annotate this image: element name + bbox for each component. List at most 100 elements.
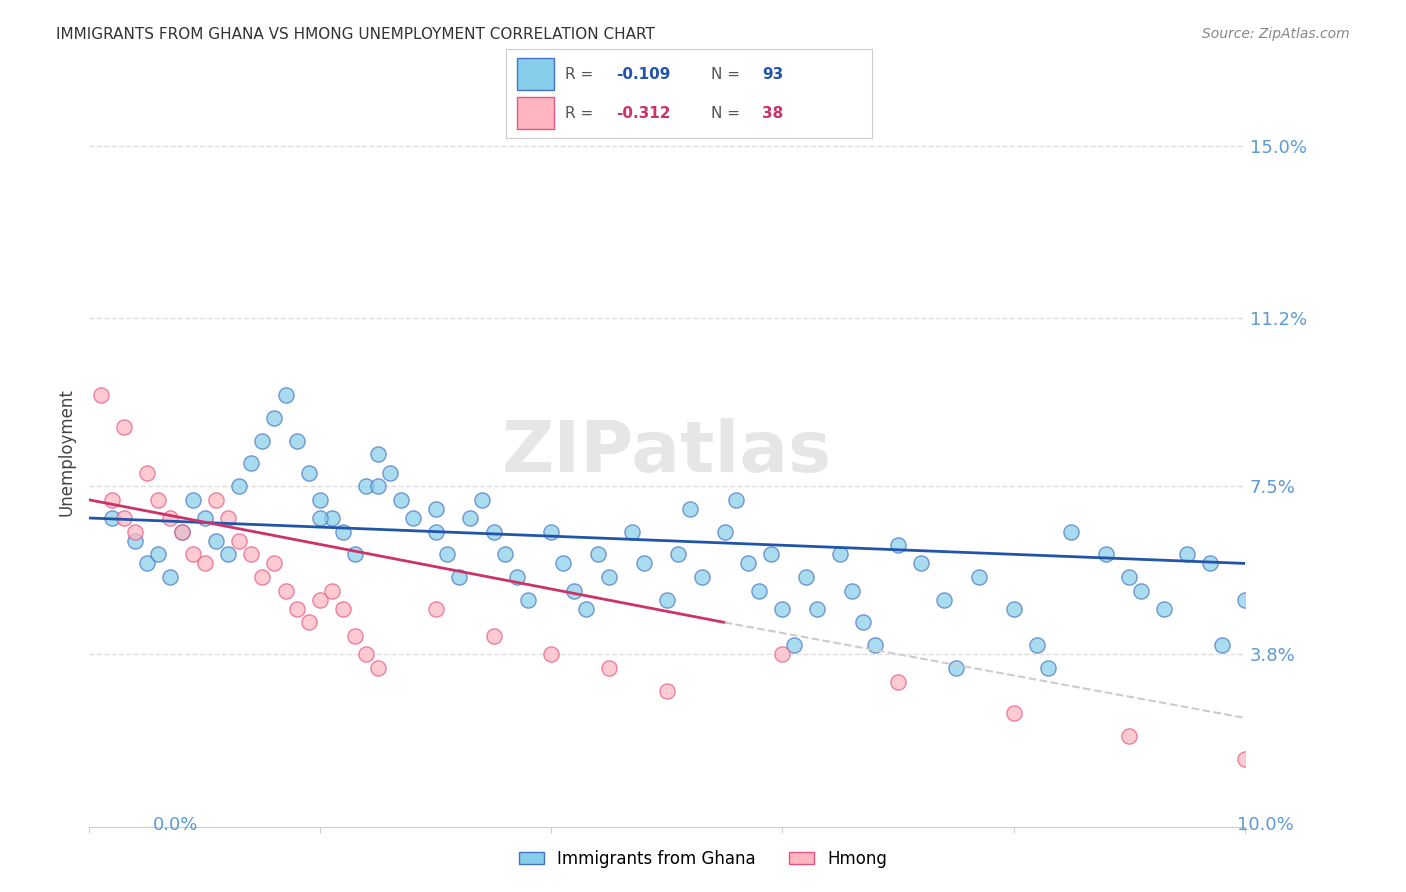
Point	[1118, 570, 1140, 584]
Point	[194, 557, 217, 571]
Point	[1153, 602, 1175, 616]
Text: R =: R =	[565, 67, 598, 81]
Point	[205, 492, 228, 507]
Point	[1025, 638, 1047, 652]
Point	[770, 602, 793, 616]
Point	[112, 420, 135, 434]
Text: -0.312: -0.312	[616, 106, 671, 120]
Point	[285, 434, 308, 448]
Point	[841, 583, 863, 598]
Point	[332, 524, 354, 539]
Point	[1175, 547, 1198, 561]
Point	[205, 533, 228, 548]
Point	[934, 592, 956, 607]
Point	[1129, 583, 1152, 598]
Point	[770, 647, 793, 661]
Point	[124, 524, 146, 539]
Y-axis label: Unemployment: Unemployment	[58, 388, 75, 516]
Point	[367, 661, 389, 675]
Point	[852, 615, 875, 630]
Point	[298, 615, 321, 630]
Point	[285, 602, 308, 616]
Point	[494, 547, 516, 561]
Point	[321, 583, 343, 598]
Point	[482, 524, 505, 539]
Point	[1233, 592, 1256, 607]
Point	[367, 447, 389, 461]
Text: Source: ZipAtlas.com: Source: ZipAtlas.com	[1202, 27, 1350, 41]
Point	[830, 547, 852, 561]
Point	[389, 492, 412, 507]
Point	[482, 629, 505, 643]
Point	[436, 547, 458, 561]
Point	[887, 674, 910, 689]
Point	[713, 524, 735, 539]
Point	[228, 533, 250, 548]
Point	[1257, 647, 1279, 661]
Point	[135, 557, 157, 571]
Point	[332, 602, 354, 616]
Point	[367, 479, 389, 493]
Point	[159, 570, 181, 584]
Text: N =: N =	[711, 106, 745, 120]
Point	[148, 492, 170, 507]
Point	[181, 492, 204, 507]
Point	[540, 647, 562, 661]
Point	[655, 592, 678, 607]
Point	[309, 592, 332, 607]
Point	[124, 533, 146, 548]
Point	[551, 557, 574, 571]
Point	[343, 547, 366, 561]
Point	[425, 502, 447, 516]
Point	[309, 511, 332, 525]
Point	[598, 661, 620, 675]
Point	[1211, 638, 1233, 652]
Point	[1303, 557, 1326, 571]
Text: 0.0%: 0.0%	[153, 816, 198, 834]
Point	[252, 434, 274, 448]
Point	[298, 466, 321, 480]
Point	[621, 524, 644, 539]
Point	[148, 547, 170, 561]
Point	[517, 592, 540, 607]
Point	[679, 502, 702, 516]
Point	[668, 547, 690, 561]
Point	[252, 570, 274, 584]
Text: 93: 93	[762, 67, 783, 81]
Point	[1326, 547, 1348, 561]
Point	[759, 547, 782, 561]
Text: IMMIGRANTS FROM GHANA VS HMONG UNEMPLOYMENT CORRELATION CHART: IMMIGRANTS FROM GHANA VS HMONG UNEMPLOYM…	[56, 27, 655, 42]
Point	[90, 388, 112, 402]
Point	[112, 511, 135, 525]
Point	[101, 492, 124, 507]
Point	[794, 570, 817, 584]
Point	[401, 511, 423, 525]
Point	[1233, 752, 1256, 766]
Point	[274, 388, 297, 402]
Text: -0.109: -0.109	[616, 67, 671, 81]
Point	[101, 511, 124, 525]
Point	[378, 466, 401, 480]
Text: 38: 38	[762, 106, 783, 120]
Point	[425, 602, 447, 616]
Point	[263, 411, 285, 425]
Point	[748, 583, 770, 598]
Point	[356, 479, 378, 493]
Point	[239, 457, 262, 471]
Point	[170, 524, 193, 539]
Point	[135, 466, 157, 480]
Point	[1095, 547, 1118, 561]
Point	[967, 570, 990, 584]
Point	[228, 479, 250, 493]
Point	[690, 570, 713, 584]
Point	[194, 511, 217, 525]
Point	[1199, 557, 1222, 571]
Point	[887, 538, 910, 552]
Point	[783, 638, 806, 652]
Bar	[517, 97, 554, 129]
Point	[863, 638, 886, 652]
Point	[598, 570, 620, 584]
Point	[425, 524, 447, 539]
Point	[274, 583, 297, 598]
Point	[1348, 570, 1371, 584]
